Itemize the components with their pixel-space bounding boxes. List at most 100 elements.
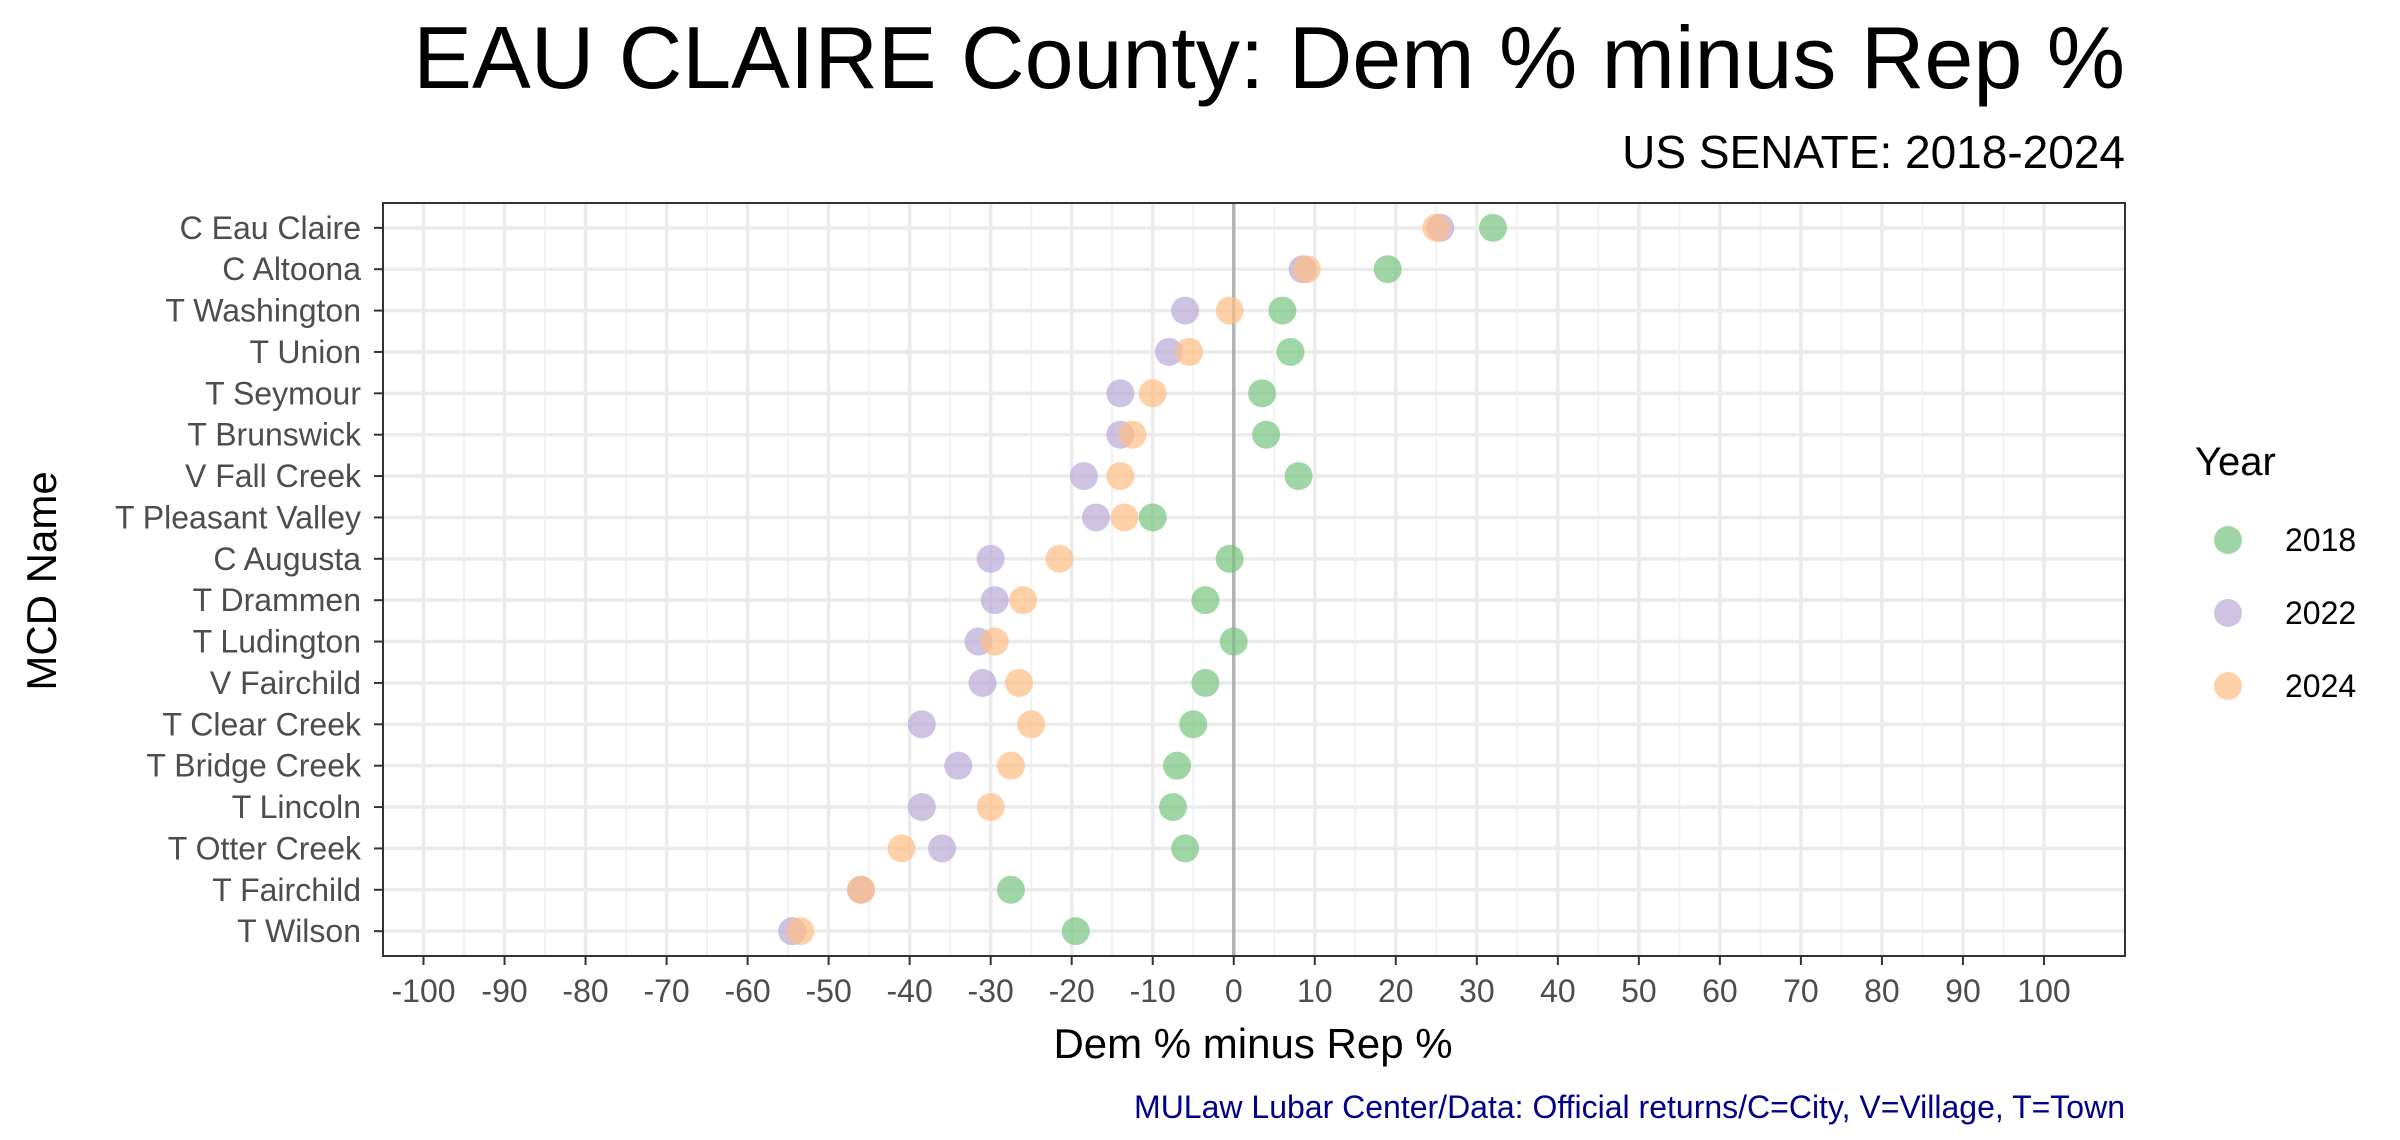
y-tick-label: T Drammen — [193, 582, 361, 618]
x-axis-tick-labels: -100 -90 -80 -70 -60 -50 -40 -30 -20 -10 0 10 20 30 40… — [391, 956, 2071, 1009]
point-2018 — [1191, 586, 1220, 615]
y-tick-label: T Wilson — [237, 913, 361, 949]
legend-label-2018: 2018 — [2285, 522, 2356, 558]
x-tick-label: -40 — [887, 973, 933, 1009]
point-2018 — [1171, 834, 1200, 863]
legend-label-2024: 2024 — [2285, 668, 2356, 704]
point-2024 — [1118, 420, 1147, 449]
point-2024 — [1175, 337, 1204, 366]
legend-key-2022 — [2214, 599, 2242, 627]
x-tick-label: -50 — [806, 973, 852, 1009]
x-tick-label: 50 — [1621, 973, 1657, 1009]
point-2018 — [1479, 213, 1508, 242]
point-2024 — [1422, 213, 1451, 242]
y-tick-label: T Brunswick — [187, 417, 362, 453]
point-2018 — [1158, 793, 1187, 822]
point-2018 — [1268, 296, 1297, 325]
x-tick-label: 90 — [1945, 973, 1981, 1009]
x-tick-label: 60 — [1702, 973, 1738, 1009]
x-tick-label: 10 — [1297, 973, 1333, 1009]
y-tick-label: C Augusta — [213, 541, 361, 577]
y-tick-label: T Union — [250, 334, 361, 370]
point-2018 — [1138, 503, 1167, 532]
point-2018 — [1248, 379, 1277, 408]
point-2024 — [1138, 379, 1167, 408]
point-2022 — [968, 668, 997, 697]
point-2018 — [1219, 627, 1248, 656]
x-tick-label: -10 — [1130, 973, 1176, 1009]
x-tick-label: 0 — [1225, 973, 1243, 1009]
y-tick-label: T Seymour — [205, 375, 361, 411]
x-tick-label: 40 — [1540, 973, 1576, 1009]
point-2018 — [1163, 751, 1192, 780]
y-tick-label: T Washington — [165, 293, 361, 329]
point-2022 — [1069, 462, 1098, 491]
point-2022 — [907, 710, 936, 739]
y-axis-tick-labels: C Eau Claire C Altoona T Washington T Union… — [115, 210, 383, 949]
x-tick-label: -100 — [391, 973, 455, 1009]
x-tick-label: -20 — [1049, 973, 1095, 1009]
y-tick-label: T Bridge Creek — [146, 748, 362, 784]
x-tick-label: -70 — [643, 973, 689, 1009]
y-tick-label: T Otter Creek — [168, 830, 362, 866]
chart-subtitle: US SENATE: 2018-2024 — [1622, 126, 2125, 178]
y-axis-title: MCD Name — [18, 471, 65, 690]
x-tick-label: 80 — [1864, 973, 1900, 1009]
y-tick-label: T Pleasant Valley — [115, 499, 361, 535]
x-tick-label: -60 — [724, 973, 770, 1009]
point-2022 — [1106, 379, 1135, 408]
point-2022 — [944, 751, 973, 780]
x-tick-label: -30 — [968, 973, 1014, 1009]
point-2024 — [1215, 296, 1244, 325]
plot-panel — [382, 202, 2126, 957]
legend-label-2022: 2022 — [2285, 595, 2356, 631]
point-2022 — [928, 834, 957, 863]
point-2024 — [1292, 255, 1321, 284]
point-2024 — [980, 627, 1009, 656]
x-axis-title: Dem % minus Rep % — [1053, 1020, 1452, 1067]
point-2018 — [1276, 337, 1305, 366]
point-2018 — [1215, 544, 1244, 573]
x-tick-label: 30 — [1459, 973, 1495, 1009]
chart-caption: MULaw Lubar Center/Data: Official return… — [1134, 1089, 2125, 1125]
y-tick-label: C Eau Claire — [180, 210, 361, 246]
y-tick-label: T Clear Creek — [162, 706, 362, 742]
x-tick-label: -90 — [481, 973, 527, 1009]
x-tick-label: -80 — [562, 973, 608, 1009]
point-2024 — [786, 917, 815, 946]
point-2024 — [1005, 668, 1034, 697]
y-tick-label: T Lincoln — [232, 789, 361, 825]
legend-key-2018 — [2214, 526, 2242, 554]
point-2022 — [907, 793, 936, 822]
legend: Year 2018 2022 2024 — [2195, 440, 2356, 704]
x-tick-label: 70 — [1783, 973, 1819, 1009]
point-2024 — [1106, 462, 1135, 491]
point-2018 — [1179, 710, 1208, 739]
x-tick-label: 20 — [1378, 973, 1414, 1009]
point-2024 — [1110, 503, 1139, 532]
chart-title: EAU CLAIRE County: Dem % minus Rep % — [413, 8, 2125, 107]
point-2022 — [1171, 296, 1200, 325]
x-tick-label: 100 — [2017, 973, 2070, 1009]
y-tick-label: T Ludington — [193, 624, 361, 660]
y-tick-label: V Fairchild — [210, 665, 361, 701]
point-2018 — [1284, 462, 1313, 491]
legend-title: Year — [2195, 440, 2276, 484]
point-2022 — [980, 586, 1009, 615]
point-2018 — [1373, 255, 1402, 284]
point-2022 — [1082, 503, 1111, 532]
point-2018 — [1191, 668, 1220, 697]
point-2024 — [1009, 586, 1038, 615]
point-2018 — [1061, 917, 1090, 946]
point-2024 — [1045, 544, 1074, 573]
y-tick-label: T Fairchild — [212, 872, 361, 908]
point-2022 — [1154, 337, 1183, 366]
y-tick-label: V Fall Creek — [185, 458, 362, 494]
plot-background — [383, 203, 2125, 956]
legend-key-2024 — [2214, 672, 2242, 700]
point-2024 — [996, 751, 1025, 780]
y-tick-label: C Altoona — [222, 251, 361, 287]
point-2024 — [887, 834, 916, 863]
point-2022 — [976, 544, 1005, 573]
